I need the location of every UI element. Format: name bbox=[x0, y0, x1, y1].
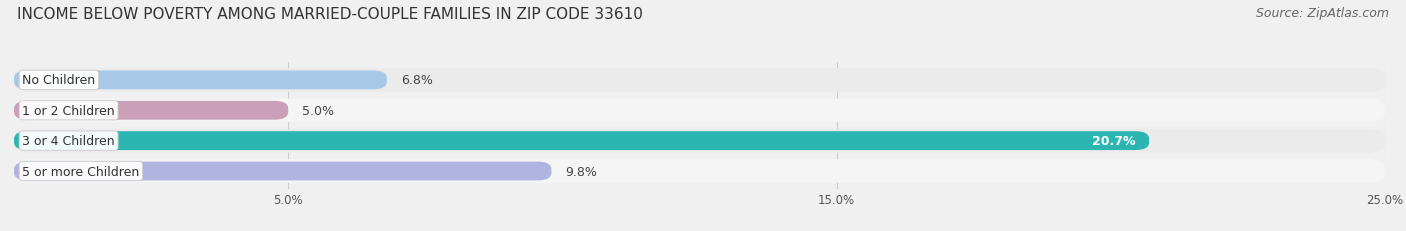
Text: 5 or more Children: 5 or more Children bbox=[22, 165, 139, 178]
Text: Source: ZipAtlas.com: Source: ZipAtlas.com bbox=[1256, 7, 1389, 20]
FancyBboxPatch shape bbox=[14, 99, 1385, 123]
FancyBboxPatch shape bbox=[14, 162, 551, 181]
Text: 9.8%: 9.8% bbox=[565, 165, 598, 178]
FancyBboxPatch shape bbox=[14, 101, 288, 120]
Text: 5.0%: 5.0% bbox=[302, 104, 335, 117]
FancyBboxPatch shape bbox=[14, 71, 387, 90]
FancyBboxPatch shape bbox=[14, 132, 1149, 150]
Text: 3 or 4 Children: 3 or 4 Children bbox=[22, 134, 115, 147]
FancyBboxPatch shape bbox=[14, 69, 1385, 92]
Text: No Children: No Children bbox=[22, 74, 96, 87]
Text: 6.8%: 6.8% bbox=[401, 74, 433, 87]
Text: 1 or 2 Children: 1 or 2 Children bbox=[22, 104, 115, 117]
Text: INCOME BELOW POVERTY AMONG MARRIED-COUPLE FAMILIES IN ZIP CODE 33610: INCOME BELOW POVERTY AMONG MARRIED-COUPL… bbox=[17, 7, 643, 22]
FancyBboxPatch shape bbox=[14, 129, 1385, 153]
FancyBboxPatch shape bbox=[14, 159, 1385, 183]
Text: 20.7%: 20.7% bbox=[1092, 134, 1136, 147]
